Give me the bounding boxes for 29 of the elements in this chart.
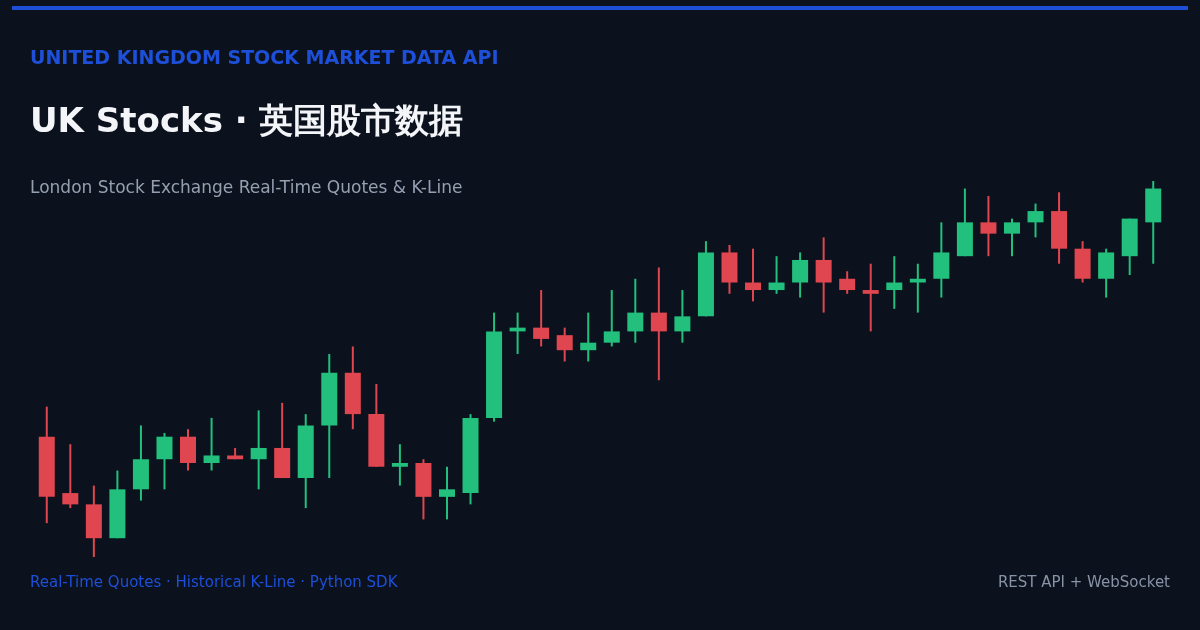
candlestick bbox=[886, 255, 903, 310]
candlestick bbox=[650, 266, 667, 382]
candlestick bbox=[627, 277, 644, 344]
candlestick bbox=[603, 289, 620, 348]
text: REST API + WebSocket bbox=[997, 573, 1170, 591]
candlestick bbox=[862, 262, 879, 333]
candlestick bbox=[250, 409, 267, 491]
text: Real-Time Quotes · Historical K-Line · Python SDK bbox=[30, 573, 398, 591]
candlestick bbox=[980, 195, 997, 258]
candlestick bbox=[815, 236, 832, 314]
candlestick bbox=[203, 416, 220, 472]
candlestick bbox=[768, 255, 785, 295]
candlestick bbox=[1003, 217, 1020, 258]
candlestick bbox=[792, 251, 809, 299]
chart-title: UK Stocks · 英国股市数据 bbox=[30, 99, 464, 142]
candlestick bbox=[1027, 202, 1044, 239]
candlestick bbox=[674, 289, 691, 344]
candlestick bbox=[533, 289, 550, 348]
candlestick bbox=[745, 247, 762, 303]
chart-subtitle: London Stock Exchange Real-Time Quotes & K-Line bbox=[30, 177, 463, 197]
candlestick bbox=[156, 431, 173, 491]
candlestick bbox=[391, 443, 408, 487]
candlestick bbox=[839, 270, 856, 295]
candlestick bbox=[438, 465, 455, 521]
candlestick bbox=[580, 311, 597, 363]
candlestick bbox=[909, 262, 926, 314]
candlestick bbox=[556, 326, 573, 363]
candlestick bbox=[62, 443, 79, 510]
text: UNITED KINGDOM STOCK MARKET DATA API bbox=[30, 46, 499, 68]
